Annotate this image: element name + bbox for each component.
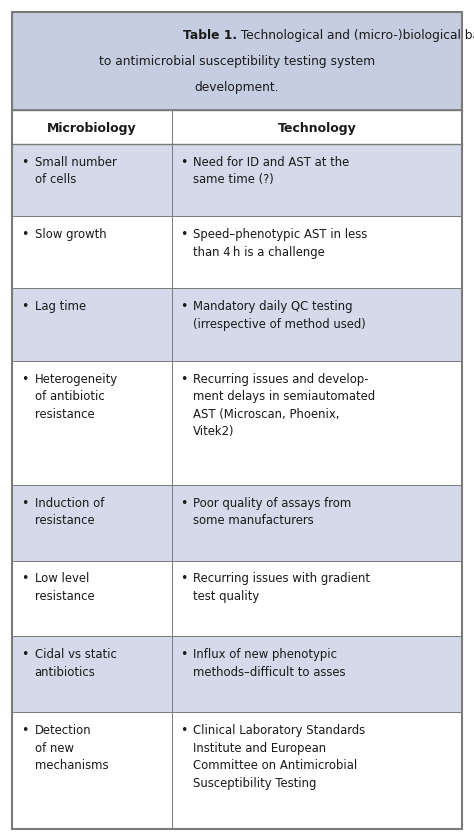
Text: •: • [180,572,188,585]
Text: •: • [180,648,188,660]
Text: Low level
resistance: Low level resistance [35,572,94,602]
Text: Table 1.: Table 1. [183,29,237,43]
Text: Small number
of cells: Small number of cells [35,155,116,186]
FancyBboxPatch shape [172,289,462,361]
Text: Clinical Laboratory Standards
Institute and European
Committee on Antimicrobial
: Clinical Laboratory Standards Institute … [192,723,365,788]
Text: •: • [180,155,188,169]
Text: •: • [180,300,188,313]
FancyBboxPatch shape [172,485,462,561]
FancyBboxPatch shape [12,712,172,829]
FancyBboxPatch shape [12,217,172,289]
FancyBboxPatch shape [172,712,462,829]
Text: •: • [21,496,29,509]
FancyBboxPatch shape [12,561,172,637]
FancyBboxPatch shape [172,145,462,217]
Text: Detection
of new
mechanisms: Detection of new mechanisms [35,723,108,771]
Text: Slow growth: Slow growth [35,227,106,241]
FancyBboxPatch shape [12,145,172,217]
FancyBboxPatch shape [172,361,462,485]
FancyBboxPatch shape [172,561,462,637]
FancyBboxPatch shape [12,13,462,111]
FancyBboxPatch shape [12,111,462,145]
Text: Recurring issues with gradient
test quality: Recurring issues with gradient test qual… [192,572,370,602]
Text: to antimicrobial susceptibility testing system: to antimicrobial susceptibility testing … [99,55,375,69]
Text: •: • [21,572,29,585]
Text: Lag time: Lag time [35,300,86,313]
Text: •: • [21,300,29,313]
Text: •: • [180,496,188,509]
Text: Mandatory daily QC testing
(irrespective of method used): Mandatory daily QC testing (irrespective… [192,300,365,330]
Text: Need for ID and AST at the
same time (?): Need for ID and AST at the same time (?) [192,155,349,186]
FancyBboxPatch shape [12,361,172,485]
Text: Speed–phenotypic AST in less
than 4 h is a challenge: Speed–phenotypic AST in less than 4 h is… [192,227,367,258]
Text: Influx of new phenotypic
methods–difficult to asses: Influx of new phenotypic methods–difficu… [192,648,345,678]
Text: Poor quality of assays from
some manufacturers: Poor quality of assays from some manufac… [192,496,351,527]
FancyBboxPatch shape [12,637,172,712]
Text: Technological and (micro-)biological barriers: Technological and (micro-)biological bar… [237,29,474,43]
Text: development.: development. [195,81,279,94]
Text: •: • [180,227,188,241]
Text: Induction of
resistance: Induction of resistance [35,496,104,527]
FancyBboxPatch shape [172,217,462,289]
Text: •: • [21,155,29,169]
Text: Microbiology: Microbiology [47,121,137,135]
Text: •: • [21,648,29,660]
Text: Recurring issues and develop-
ment delays in semiautomated
AST (Microscan, Phoen: Recurring issues and develop- ment delay… [192,372,374,438]
Text: Heterogeneity
of antibiotic
resistance: Heterogeneity of antibiotic resistance [35,372,118,421]
Text: Technology: Technology [278,121,356,135]
Text: •: • [21,372,29,385]
FancyBboxPatch shape [12,289,172,361]
Text: •: • [180,723,188,737]
Text: •: • [21,227,29,241]
Text: Cidal vs static
antibiotics: Cidal vs static antibiotics [35,648,117,678]
Text: •: • [21,723,29,737]
FancyBboxPatch shape [172,637,462,712]
Text: •: • [180,372,188,385]
FancyBboxPatch shape [12,485,172,561]
